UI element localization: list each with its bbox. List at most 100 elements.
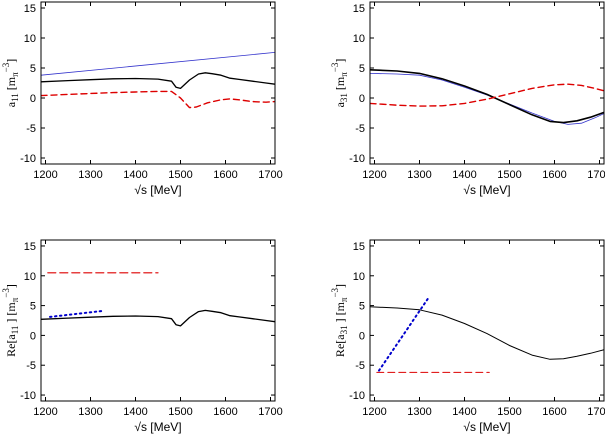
y-label-part: −3 — [330, 287, 340, 297]
y-tick-label: 10 — [24, 271, 36, 283]
x-tick-label: 1300 — [78, 406, 102, 418]
x-tick-label: 1300 — [78, 169, 102, 181]
x-tick-label: 1200 — [362, 406, 386, 418]
y-tick-label: 5 — [359, 63, 365, 75]
y-tick-label: -5 — [26, 360, 36, 372]
y-label-part: Re[a — [333, 334, 347, 357]
series-line-red — [41, 90, 275, 109]
y-axis-label: a31 [mπ−3] — [330, 59, 349, 108]
series-line-black — [41, 309, 275, 327]
x-tick-label: 1500 — [497, 169, 521, 181]
x-tick-label: 1600 — [213, 406, 237, 418]
x-label-unit: [MeV] — [150, 183, 181, 197]
chart-a11: 1200 1300 1400 1500 1600 1700 -10 -5 0 5 10 15 √s [M… — [1, 1, 283, 197]
x-tick-label: 1300 — [407, 406, 431, 418]
y-label-part: 11 — [10, 326, 20, 335]
x-label-unit: [MeV] — [479, 183, 510, 197]
y-label-part: ] — [333, 284, 347, 288]
y-label-part: [m — [4, 76, 18, 93]
y-tick-label: 15 — [353, 241, 365, 253]
y-tick-label: -10 — [349, 390, 365, 402]
y-tick-label: 5 — [30, 63, 36, 75]
y-tick-label: 10 — [353, 271, 365, 283]
y-tick-label: -5 — [355, 360, 365, 372]
series-line-black — [370, 69, 604, 124]
series-group — [41, 272, 275, 327]
y-label-part: 31 — [339, 325, 349, 334]
y-label-part: Re[a — [4, 334, 18, 357]
y-tick-label: -5 — [355, 123, 365, 135]
x-label-sqrt: √s — [463, 420, 479, 434]
x-tick-label: 1200 — [362, 169, 386, 181]
y-label-part: ] — [4, 284, 18, 288]
x-tick-label: 1500 — [497, 406, 521, 418]
axes-frame — [40, 1, 276, 165]
y-label-part: π — [339, 72, 349, 77]
y-label-part: 11 — [10, 93, 20, 102]
x-tick-label: 1200 — [33, 169, 57, 181]
x-axis-label: √s [MeV] — [134, 420, 181, 434]
y-label-part: π — [10, 297, 20, 302]
x-label-sqrt: √s — [463, 183, 479, 197]
series-group — [370, 69, 604, 125]
x-axis-label: √s [MeV] — [134, 183, 181, 197]
y-label-part: −3 — [1, 288, 11, 298]
axes-frame — [369, 239, 605, 402]
series-line-blue — [378, 296, 430, 372]
x-tick-label: 1400 — [123, 406, 147, 418]
x-tick-label: 1600 — [213, 169, 237, 181]
x-label-unit: [MeV] — [479, 420, 510, 434]
y-axis-label: Re[a31 ] [mπ−3] — [330, 284, 349, 357]
y-label-part: a — [333, 101, 347, 107]
y-label-part: −3 — [330, 62, 340, 72]
y-tick-label: 0 — [30, 93, 36, 105]
x-tick-label: 1400 — [123, 169, 147, 181]
x-tick-label: 1700 — [258, 406, 282, 418]
series-group — [370, 296, 604, 373]
y-label-part: 31 — [339, 93, 349, 102]
y-tick-label: 15 — [24, 3, 36, 15]
axes-frame — [369, 1, 605, 165]
y-tick-label: 0 — [30, 330, 36, 342]
y-tick-label: -10 — [20, 390, 36, 402]
y-tick-label: 0 — [359, 330, 365, 342]
y-tick-label: -10 — [349, 153, 365, 165]
x-tick-label: 1600 — [542, 169, 566, 181]
series-line-blue — [49, 310, 103, 318]
y-tick-label: 0 — [359, 93, 365, 105]
x-tick-label: 1200 — [33, 406, 57, 418]
y-axis-label: Re[a11 ] [mπ−3] — [1, 284, 20, 357]
series-line-black — [41, 72, 275, 90]
x-tick-label: 1700 — [587, 169, 605, 181]
chart-re_a31: 1200 1300 1400 1500 1600 1700 -10 -5 0 5 10 15 √s [M… — [330, 239, 605, 434]
y-label-part: ] [m — [333, 301, 347, 325]
chart-re_a11: 1200 1300 1400 1500 1600 1700 -10 -5 0 5 10 15 √s [M… — [1, 239, 283, 434]
y-axis-label: a11 [mπ−3] — [1, 59, 20, 107]
y-label-part: ] — [4, 59, 18, 63]
x-tick-label: 1700 — [258, 169, 282, 181]
y-tick-label: 15 — [353, 3, 365, 15]
x-label-unit: [MeV] — [150, 420, 181, 434]
y-tick-label: 10 — [353, 33, 365, 45]
x-tick-label: 1600 — [542, 406, 566, 418]
y-label-part: π — [10, 72, 20, 77]
series-group — [41, 52, 275, 109]
x-axis-label: √s [MeV] — [463, 183, 510, 197]
y-label-part: a — [4, 101, 18, 107]
series-line-blue — [370, 73, 604, 125]
x-tick-label: 1500 — [168, 169, 192, 181]
x-tick-label: 1500 — [168, 406, 192, 418]
x-axis-label: √s [MeV] — [463, 420, 510, 434]
x-tick-label: 1700 — [587, 406, 605, 418]
y-label-part: [m — [333, 76, 347, 93]
y-label-part: ] — [333, 59, 347, 63]
y-tick-label: -10 — [20, 153, 36, 165]
series-line-black — [370, 306, 604, 360]
y-tick-label: 15 — [24, 241, 36, 253]
axes-frame — [40, 239, 276, 402]
y-label-part: −3 — [1, 62, 11, 72]
x-label-sqrt: √s — [134, 420, 150, 434]
chart-a31: 1200 1300 1400 1500 1600 1700 -10 -5 0 5 10 15 √s [M… — [330, 1, 605, 197]
y-label-part: π — [339, 297, 349, 302]
